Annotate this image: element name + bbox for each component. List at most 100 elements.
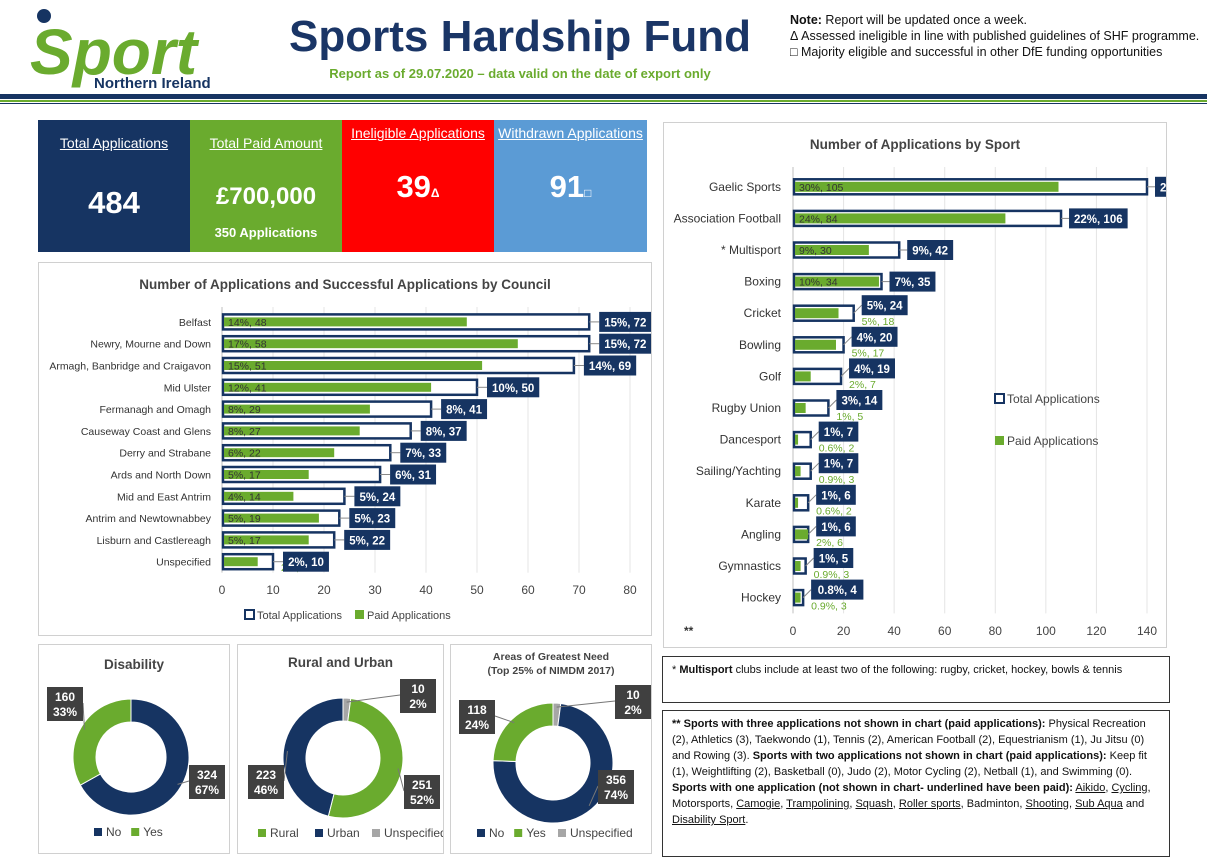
list-separator: , [960, 798, 967, 810]
paid-applications-bar [224, 470, 309, 479]
total-data-label-box [441, 399, 488, 420]
paid-applications-bar [224, 361, 483, 370]
paid-applications-bar [224, 339, 518, 349]
kpi-value: £700,000 [215, 183, 317, 210]
list-separator: . [745, 814, 749, 826]
header-stripe-green [0, 100, 1207, 102]
legend-label: Yes [143, 825, 163, 839]
unshown-sports-marker: ** [684, 624, 694, 638]
paid-data-label: 5%, 17 [228, 535, 261, 547]
total-data-label-box [390, 464, 437, 485]
category-label: Ards and North Down [111, 470, 212, 482]
paid-data-label: 5%, 17 [852, 348, 885, 360]
footnote-two-text: Keep fit (1), Weightlifting (2), Basketb… [672, 750, 1147, 778]
category-label: Lisburn and Castlereagh [97, 535, 212, 547]
total-data-label: 1%, 5 [819, 554, 849, 566]
chart-subtitle-line: (Top 25% of NIMDM 2017) [487, 665, 615, 677]
kpi-square-mark: □ [584, 186, 592, 200]
total-data-label: 0.8%, 4 [818, 585, 858, 597]
legend-swatch [477, 829, 485, 837]
multisport-footnote: * Multisport clubs include at least two … [662, 656, 1170, 703]
data-label-box [47, 687, 83, 721]
list-separator: , [892, 798, 899, 810]
total-data-label-box [1069, 208, 1128, 229]
list-separator: , [849, 798, 856, 810]
chart-title-line: Areas of Greatest Need [492, 651, 610, 663]
paid-applications-bar [795, 371, 811, 382]
one-application-sport: Aikido [1075, 782, 1106, 794]
category-label: Derry and Strabane [119, 448, 211, 460]
category-label: Mid and East Antrim [117, 491, 211, 503]
x-tick-label: 70 [572, 583, 586, 597]
category-label: Cricket [744, 306, 782, 320]
data-label-leader [840, 368, 850, 377]
x-tick-label: 10 [266, 583, 280, 597]
kpi-label: Ineligible Applications [351, 125, 485, 141]
total-data-label-box [836, 390, 883, 410]
slice-yes [492, 702, 554, 763]
paid-applications-bar [795, 181, 1059, 192]
data-label-leader [802, 589, 812, 598]
one-application-sport: Squash [855, 798, 893, 810]
council-chart-panel: Number of Applications and Successful Ap… [38, 262, 652, 636]
legend-total-label: Total Applications [257, 610, 342, 622]
category-label: Causeway Coast and Glens [81, 426, 211, 438]
other-sports-footnote: ** Sports with three applications not sh… [662, 710, 1170, 857]
legend-total-swatch [994, 393, 1005, 404]
paid-data-label: 9%, 30 [799, 245, 832, 257]
kpi-value: 484 [88, 185, 140, 220]
paid-data-label: 4%, 14 [228, 491, 261, 503]
data-label-percent: 2% [409, 697, 427, 711]
category-label: Association Football [674, 211, 781, 225]
paid-data-label: 0.6%, 2 [816, 506, 852, 518]
header-stripe-navy [0, 94, 1207, 99]
list-separator: , [1147, 782, 1151, 794]
paid-data-label: 0.9%, 3 [819, 474, 855, 486]
total-data-label-box [816, 516, 856, 537]
legend-paid-label: Paid Applications [1007, 434, 1098, 448]
data-label-count: 223 [256, 768, 276, 782]
data-label-box [598, 770, 634, 804]
paid-applications-bar [224, 404, 370, 414]
kpi-total-applications: Total Applications 484 [38, 120, 190, 252]
report-notes: Note: Report will be updated once a week… [790, 12, 1205, 60]
legend-total-label: Total Applications [1007, 392, 1100, 406]
note-text: Report will be updated once a week. [821, 13, 1027, 27]
header-stripe-thin [0, 103, 1207, 104]
logo-subtitle: Northern Ireland [94, 75, 211, 92]
category-label: Gaelic Sports [709, 180, 781, 194]
note-delta: Δ Assessed ineligible in line with publi… [790, 29, 1200, 43]
category-label: Hockey [741, 591, 781, 605]
note-label: Note: [790, 13, 822, 27]
note-square: □ Majority eligible and successful in ot… [790, 45, 1163, 59]
category-label: Belfast [179, 317, 211, 329]
x-tick-label: 120 [1086, 624, 1106, 638]
category-label: Armagh, Banbridge and Craigavon [49, 361, 211, 373]
one-application-sport: Trampolining [786, 798, 850, 810]
total-data-label-box [851, 326, 898, 347]
legend-swatch [558, 829, 566, 837]
paid-data-label: 0.6%, 2 [819, 442, 855, 454]
footnote-bold: Multisport [679, 664, 733, 676]
paid-applications-bar [795, 213, 1006, 224]
total-data-label-box [349, 508, 396, 529]
total-data-label-box [861, 295, 908, 316]
legend-label: Rural [270, 826, 299, 840]
paid-applications-bar [795, 466, 801, 477]
category-label: Fermanagh and Omagh [100, 404, 212, 416]
total-data-label: 4%, 20 [857, 332, 893, 344]
data-label-leader [82, 702, 85, 730]
legend-paid-swatch [995, 436, 1004, 445]
paid-data-label: 24%, 84 [799, 213, 838, 225]
data-label-box [248, 765, 284, 799]
paid-data-label: 10%, 34 [799, 277, 838, 289]
paid-data-label: 2%, 7 [849, 379, 876, 391]
total-data-label-box [344, 529, 391, 550]
data-label-box [400, 679, 436, 713]
total-data-label: 29%, 140 [1160, 182, 1166, 194]
chart-title: Rural and Urban [287, 655, 393, 670]
footnote-text: clubs include at least two of the follow… [732, 664, 1123, 676]
paid-applications-bar [224, 535, 309, 545]
